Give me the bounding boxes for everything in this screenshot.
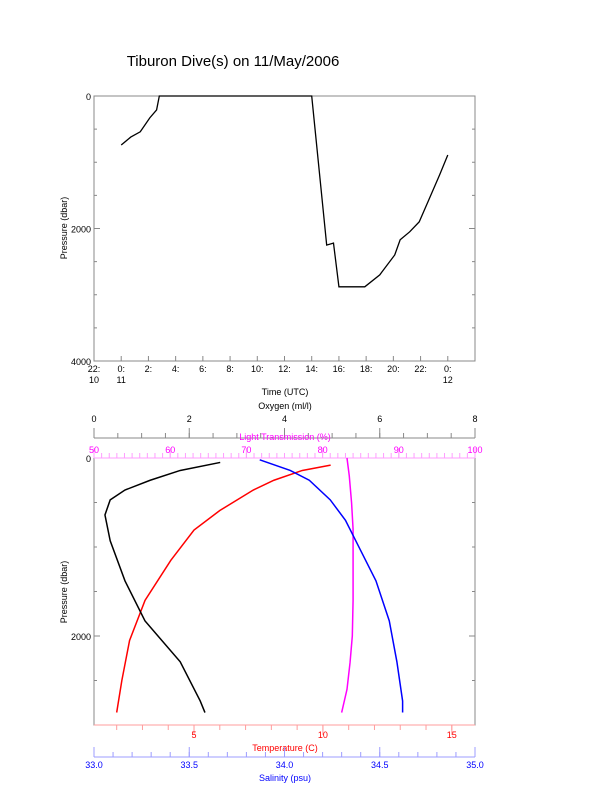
- oxygen-tick-label: 6: [377, 414, 382, 424]
- x-tick-label: 22:: [88, 364, 101, 374]
- x-tick-label: 6:: [199, 364, 207, 374]
- temperature-tick-label: 15: [447, 730, 457, 740]
- oxygen-profile-line: [104, 461, 221, 713]
- oxygen-tick-label: 2: [187, 414, 192, 424]
- light-transmission-tick-label: 70: [241, 445, 251, 455]
- x-tick-label: 4:: [172, 364, 180, 374]
- x-tick-label: 20:: [387, 364, 400, 374]
- dive-pressure-line: [120, 95, 449, 288]
- salinity-tick-label: 35.0: [466, 760, 484, 770]
- top-plot-frame: [93, 95, 476, 362]
- salinity-tick-label: 34.5: [371, 760, 389, 770]
- salinity-tick-label: 34.0: [276, 760, 294, 770]
- oxygen-tick-label: 4: [282, 414, 287, 424]
- light-transmission-profile-line: [340, 457, 354, 713]
- x-tick-label: 0:: [117, 364, 125, 374]
- light-transmission-tick-label: 100: [467, 445, 482, 455]
- x-tick-label: 10:: [251, 364, 264, 374]
- x-tick-label: 12:: [278, 364, 291, 374]
- y-tick-label: 4000: [71, 357, 91, 367]
- y-tick-label: 2000: [71, 225, 91, 235]
- x-tick-label: 22:: [414, 364, 427, 374]
- x-tick-label: 2:: [145, 364, 153, 374]
- temperature-tick-label: 10: [318, 730, 328, 740]
- x-tick-label: 18:: [360, 364, 373, 374]
- x-tick-label: 8:: [226, 364, 234, 374]
- y-axis-label: Pressure (dbar): [59, 197, 69, 260]
- y-tick-label: 0: [86, 92, 91, 102]
- y-tick-label: 2000: [71, 632, 91, 642]
- light-transmission-tick-label: 50: [89, 445, 99, 455]
- x-tick-label: 0:: [444, 364, 452, 374]
- x-tick-label: 10: [89, 375, 99, 385]
- oxygen-axis-label: Oxygen (ml/l): [258, 401, 312, 411]
- salinity-tick-label: 33.0: [85, 760, 103, 770]
- x-tick-label: 12: [443, 375, 453, 385]
- salinity-axis-label: Salinity (psu): [259, 773, 311, 783]
- light-transmission-axis-label: Light Transmission (%): [239, 432, 331, 442]
- x-tick-label: 11: [117, 375, 126, 385]
- oxygen-tick-label: 0: [91, 414, 96, 424]
- oxygen-tick-label: 8: [472, 414, 477, 424]
- x-tick-label: 16:: [333, 364, 346, 374]
- x-axis-label: Time (UTC): [262, 387, 309, 397]
- temperature-profile-line: [115, 464, 331, 713]
- light-transmission-tick-label: 80: [318, 445, 328, 455]
- light-transmission-tick-label: 90: [394, 445, 404, 455]
- light-transmission-tick-label: 60: [165, 445, 175, 455]
- y-axis-label: Pressure (dbar): [59, 561, 69, 624]
- y-tick-label: 0: [86, 454, 91, 464]
- temperature-tick-label: 5: [192, 730, 197, 740]
- salinity-tick-label: 33.5: [180, 760, 198, 770]
- chart-title: Tiburon Dive(s) on 11/May/2006: [127, 53, 340, 70]
- salinity-profile-line: [259, 459, 404, 713]
- x-tick-label: 14:: [305, 364, 318, 374]
